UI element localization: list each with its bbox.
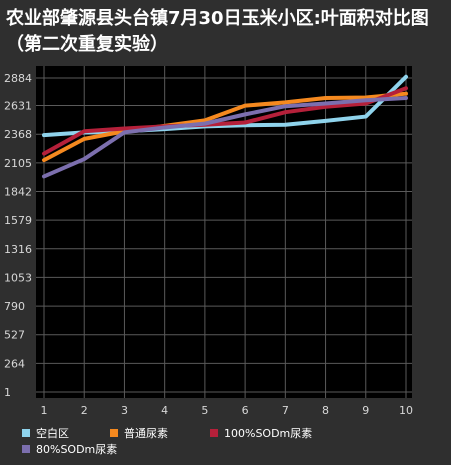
y-tick-label: 1053 xyxy=(4,271,32,284)
x-tick-label: 8 xyxy=(322,404,329,417)
y-axis-ticks: 1 264 527 790 1053 1316 1579 1842 2105 2368 2631 28… xyxy=(4,72,32,399)
legend-swatch xyxy=(210,429,218,437)
x-tick-label: 5 xyxy=(201,404,208,417)
series-line-3 xyxy=(42,86,408,156)
y-tick-label: 2368 xyxy=(4,128,32,141)
legend-label: 普通尿素 xyxy=(124,426,168,440)
y-tick-label: 2105 xyxy=(4,157,32,170)
legend-swatch xyxy=(22,445,30,453)
legend-label: 100%SODm尿素 xyxy=(224,427,312,440)
legend: 空白区 普通尿素 100%SODm尿素 80%SODm尿素 xyxy=(22,426,312,456)
y-tick-label: 527 xyxy=(4,329,25,342)
y-tick-label: 2631 xyxy=(4,100,32,113)
y-tick-label: 1 xyxy=(4,386,11,399)
x-tick-label: 2 xyxy=(81,404,88,417)
x-tick-label: 7 xyxy=(282,404,289,417)
y-tick-label: 1316 xyxy=(4,243,32,256)
legend-label: 空白区 xyxy=(36,426,69,440)
x-tick-label: 3 xyxy=(121,404,128,417)
plot-area xyxy=(36,66,412,398)
x-tick-label: 10 xyxy=(399,404,413,417)
legend-swatch xyxy=(110,429,118,437)
x-axis-ticks: 1 2 3 4 5 6 7 8 9 10 xyxy=(41,404,414,417)
legend-label: 80%SODm尿素 xyxy=(36,443,117,456)
x-tick-label: 1 xyxy=(41,404,48,417)
y-tick-label: 1842 xyxy=(4,185,32,198)
x-tick-label: 4 xyxy=(161,404,168,417)
series-line-4 xyxy=(42,96,408,179)
series-line-2 xyxy=(42,91,408,163)
series-lines xyxy=(42,74,408,179)
y-tick-label: 2884 xyxy=(4,72,32,85)
y-tick-label: 1579 xyxy=(4,214,32,227)
y-tick-label: 790 xyxy=(4,300,25,313)
chart-title: 农业部肇源县头台镇7月30日玉米小区:叶面积对比图（第二次重复实验） xyxy=(6,8,429,55)
legend-swatch xyxy=(22,429,30,437)
x-tick-label: 9 xyxy=(362,404,369,417)
y-tick-label: 264 xyxy=(4,357,25,370)
x-tick-label: 6 xyxy=(242,404,249,417)
